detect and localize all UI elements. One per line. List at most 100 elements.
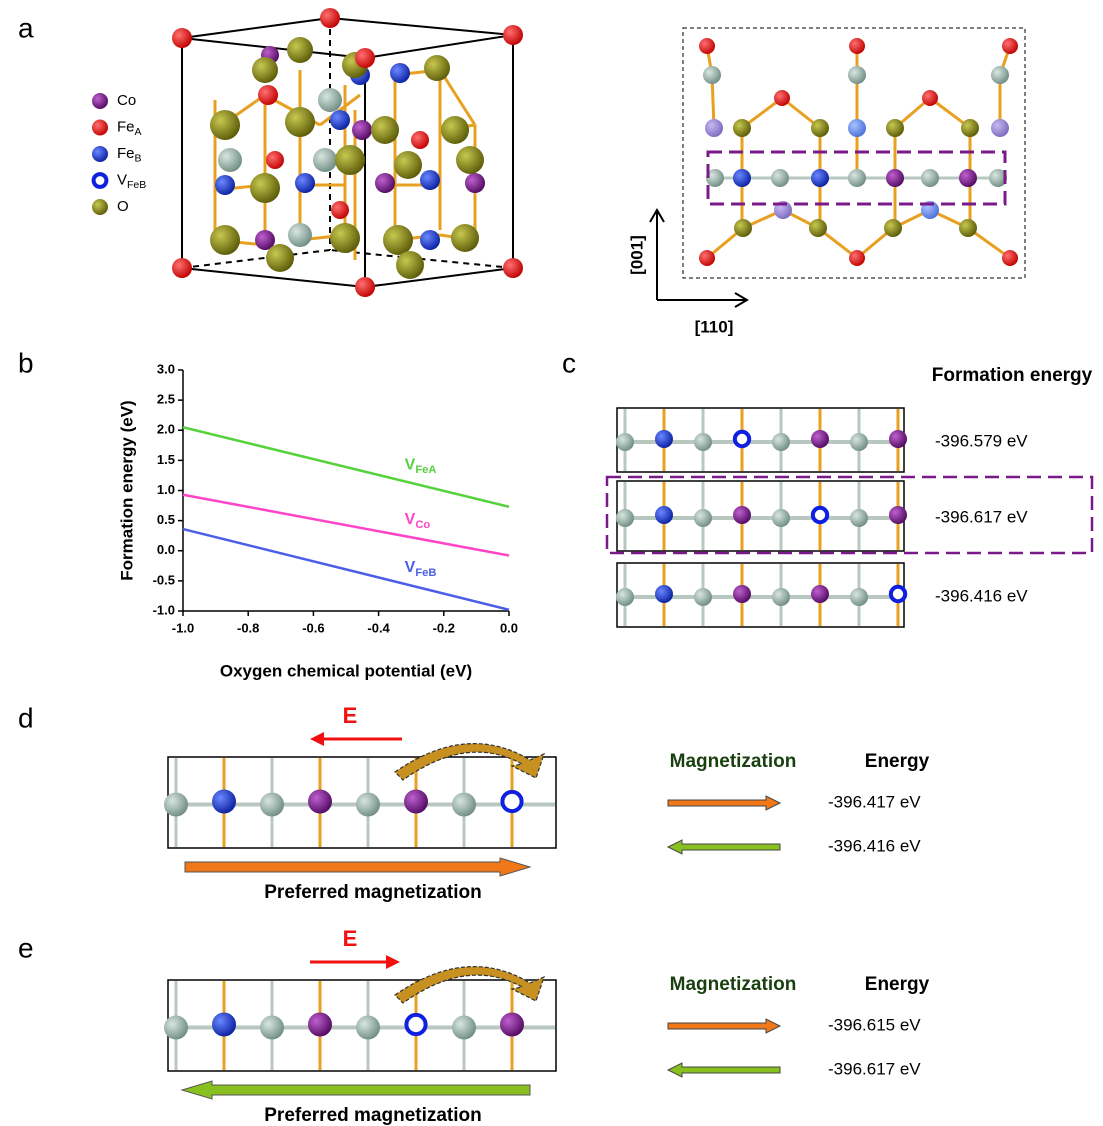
atom xyxy=(331,201,349,219)
atom xyxy=(811,585,829,603)
label-sub: FeA xyxy=(415,464,436,476)
bond xyxy=(182,18,330,38)
magnetization-arrow xyxy=(668,1063,780,1077)
atom xyxy=(811,169,829,187)
label-sub: B xyxy=(135,152,142,164)
atom xyxy=(811,119,829,137)
atom xyxy=(252,57,278,83)
atom xyxy=(266,151,284,169)
atom xyxy=(771,169,789,187)
atom xyxy=(889,430,907,448)
panel-label: b xyxy=(18,347,34,378)
atom xyxy=(772,588,790,606)
atom xyxy=(452,1016,476,1040)
y-tick-label: 0.5 xyxy=(157,512,175,527)
atom xyxy=(285,107,315,137)
series-line xyxy=(183,529,509,610)
atom xyxy=(288,223,312,247)
label: FeA xyxy=(117,118,142,137)
atom xyxy=(886,169,904,187)
atom xyxy=(809,219,827,237)
atom xyxy=(92,120,108,136)
atom xyxy=(420,230,440,250)
atom xyxy=(772,433,790,451)
direction-label: [001] xyxy=(627,235,646,275)
label-main: V xyxy=(117,171,127,188)
caption: Preferred magnetization xyxy=(264,882,482,903)
vacancy xyxy=(502,792,521,811)
atom xyxy=(250,173,280,203)
atom xyxy=(1002,38,1018,54)
atom xyxy=(884,219,902,237)
field-label: E xyxy=(343,926,358,951)
panel-label: e xyxy=(18,932,34,963)
atom xyxy=(266,244,294,272)
atom xyxy=(383,225,413,255)
label-sub: Co xyxy=(415,519,430,531)
atom xyxy=(705,119,723,137)
atom xyxy=(849,250,865,266)
atom xyxy=(258,85,278,105)
axis-arrow xyxy=(650,210,747,307)
energy-value: -396.417 eV xyxy=(828,792,921,811)
column-title: Formation energy xyxy=(932,365,1093,386)
atom xyxy=(991,66,1009,84)
atom xyxy=(699,250,715,266)
atom xyxy=(694,433,712,451)
atom xyxy=(886,119,904,137)
atom xyxy=(699,38,715,54)
atom xyxy=(356,793,380,817)
atom xyxy=(210,110,240,140)
atom xyxy=(456,146,484,174)
label-main: V xyxy=(405,457,416,474)
atom xyxy=(394,151,422,179)
atom xyxy=(922,90,938,106)
atom xyxy=(164,793,188,817)
atom xyxy=(318,88,342,112)
vacancy xyxy=(94,174,107,187)
atom xyxy=(320,8,340,28)
vacancy xyxy=(891,587,905,601)
label: FeB xyxy=(117,145,142,164)
label: VFeB xyxy=(405,559,437,579)
atom xyxy=(335,145,365,175)
atom xyxy=(218,148,242,172)
vacancy xyxy=(813,508,827,522)
atom xyxy=(355,48,375,68)
atom xyxy=(212,790,236,814)
column-header: Magnetization xyxy=(670,751,797,772)
field-label: E xyxy=(343,703,358,728)
label-sub: FeB xyxy=(127,179,146,191)
atom xyxy=(850,588,868,606)
atom xyxy=(308,790,332,814)
x-tick-label: -0.6 xyxy=(302,620,324,635)
atom xyxy=(371,116,399,144)
y-tick-label: 2.0 xyxy=(157,422,175,437)
atom xyxy=(172,28,192,48)
magnetization-arrow-large xyxy=(182,1081,530,1099)
label-main: Fe xyxy=(117,145,135,162)
column-header: Energy xyxy=(865,751,930,772)
y-tick-label: -1.0 xyxy=(153,602,175,617)
atom xyxy=(411,131,429,149)
atom xyxy=(355,277,375,297)
atom xyxy=(1002,250,1018,266)
energy-value: -396.615 eV xyxy=(828,1015,921,1034)
atom xyxy=(295,173,315,193)
atom xyxy=(655,506,673,524)
y-tick-label: 1.5 xyxy=(157,452,175,467)
atom xyxy=(921,169,939,187)
atom xyxy=(772,509,790,527)
y-tick-label: 3.0 xyxy=(157,361,175,376)
atom xyxy=(616,433,634,451)
atom xyxy=(503,258,523,278)
energy-value: -396.416 eV xyxy=(935,586,1028,605)
atom xyxy=(733,506,751,524)
panel-label: d xyxy=(18,702,34,733)
column-header: Magnetization xyxy=(670,974,797,995)
label: VCo xyxy=(405,511,431,531)
atom xyxy=(889,506,907,524)
atom xyxy=(452,793,476,817)
bond xyxy=(365,268,513,287)
